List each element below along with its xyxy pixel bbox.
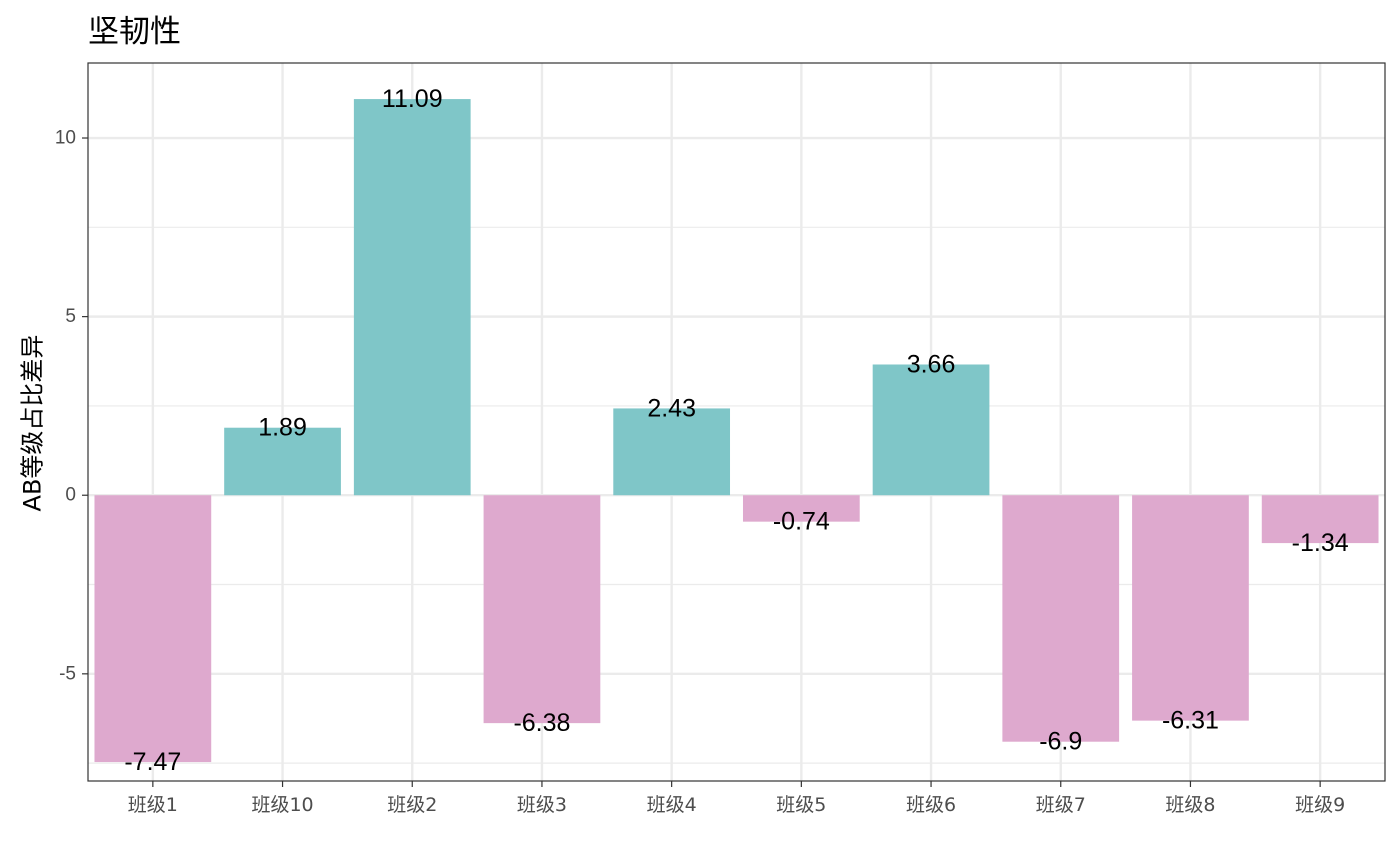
- bar-班级7: [1002, 495, 1120, 742]
- x-tick-label: 班级7: [1036, 794, 1086, 816]
- x-tick-label: 班级3: [517, 794, 567, 816]
- x-tick-label: 班级10: [251, 794, 313, 816]
- bar-班级6: [872, 364, 990, 496]
- data-labels: -7.47 1.89 11.09 -6.38 2.43 -0.74 3.66 -6.9 -6.3…: [124, 85, 1348, 776]
- bar-班级4: [613, 408, 731, 496]
- data-label: -6.9: [1039, 728, 1082, 756]
- bar-班级8: [1132, 495, 1249, 721]
- bars: [94, 99, 1379, 763]
- chart-title: 坚韧性: [88, 14, 181, 50]
- x-tick-label: 班级5: [776, 794, 826, 816]
- y-tick-label: 5: [65, 306, 76, 327]
- data-label: -1.34: [1292, 529, 1349, 557]
- data-label: 2.43: [647, 394, 696, 422]
- bar-班级5: [742, 495, 860, 522]
- x-axis: 班级1 班级10 班级2 班级3 班级4 班级5 班级6 班级7 班级8 班级9: [128, 781, 1345, 816]
- y-tick-label: -5: [59, 663, 76, 684]
- panel-border: [87, 62, 1386, 782]
- x-tick-label: 班级8: [1165, 794, 1215, 816]
- bar-班级9: [1261, 495, 1379, 544]
- bar-班级1: [94, 495, 212, 763]
- bar-班级3: [483, 495, 601, 724]
- x-tick-label: 班级6: [906, 794, 956, 816]
- data-label: -7.47: [124, 748, 181, 776]
- minor-gridlines: [88, 226, 1385, 764]
- data-label: -0.74: [773, 508, 830, 536]
- data-label: -6.38: [513, 709, 570, 737]
- y-axis: -5 0 5 10: [55, 128, 88, 684]
- data-label: 3.66: [907, 350, 956, 378]
- bar-班级10: [224, 427, 341, 496]
- y-tick-label: 0: [65, 485, 76, 506]
- data-label: -6.31: [1162, 707, 1219, 735]
- x-tick-label: 班级9: [1295, 794, 1345, 816]
- data-label: 11.09: [382, 85, 443, 113]
- x-tick-label: 班级4: [647, 794, 697, 816]
- x-tick-label: 班级2: [387, 794, 437, 816]
- bar-班级2: [353, 99, 471, 496]
- y-tick-label: 10: [55, 128, 76, 149]
- data-label: 1.89: [258, 414, 307, 442]
- x-tick-label: 班级1: [128, 794, 178, 816]
